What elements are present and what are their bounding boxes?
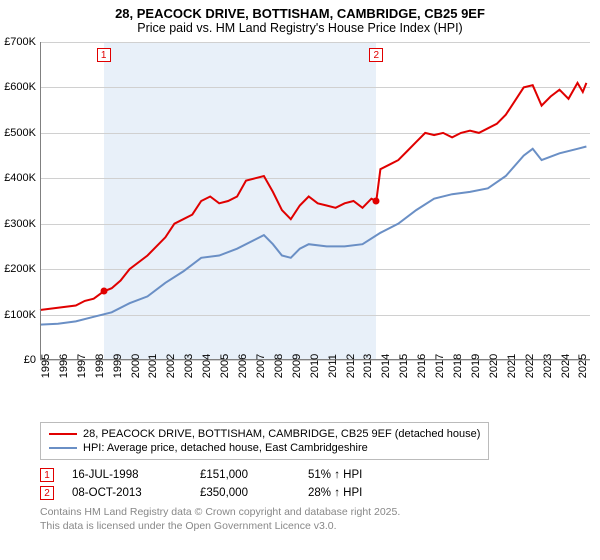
event-marker-box: 2: [369, 48, 383, 62]
x-tick-label: 1999: [112, 354, 124, 378]
x-axis: 1995199619971998199920002001200220032004…: [40, 362, 590, 422]
legend-box: 28, PEACOCK DRIVE, BOTTISHAM, CAMBRIDGE,…: [40, 422, 489, 460]
x-tick-label: 2002: [165, 354, 177, 378]
x-tick-label: 2013: [362, 354, 374, 378]
chart-container: 28, PEACOCK DRIVE, BOTTISHAM, CAMBRIDGE,…: [0, 0, 600, 560]
event-row: 1 16-JUL-1998 £151,000 51% ↑ HPI: [40, 466, 590, 484]
x-tick-label: 2010: [309, 354, 321, 378]
event-hpi: 28% ↑ HPI: [308, 487, 398, 499]
footer-line2: This data is licensed under the Open Gov…: [40, 520, 590, 534]
y-tick-label: £0: [24, 354, 36, 366]
footer-note: Contains HM Land Registry data © Crown c…: [40, 506, 590, 533]
chart-title: 28, PEACOCK DRIVE, BOTTISHAM, CAMBRIDGE,…: [0, 0, 600, 37]
x-tick-label: 2021: [506, 354, 518, 378]
x-tick-label: 2003: [183, 354, 195, 378]
event-price: £151,000: [200, 469, 290, 481]
x-tick-label: 2022: [524, 354, 536, 378]
x-tick-label: 2023: [542, 354, 554, 378]
x-tick-label: 1995: [40, 354, 52, 378]
x-tick-label: 2000: [130, 354, 142, 378]
x-tick-label: 1997: [76, 354, 88, 378]
event-price: £350,000: [200, 487, 290, 499]
x-tick-label: 2011: [327, 354, 339, 378]
legend-item: HPI: Average price, detached house, East…: [49, 441, 480, 455]
x-tick-label: 2006: [237, 354, 249, 378]
x-tick-label: 2005: [219, 354, 231, 378]
event-dot: [100, 288, 107, 295]
x-tick-label: 2024: [560, 354, 572, 378]
x-tick-label: 2007: [255, 354, 267, 378]
event-row-marker: 2: [40, 486, 54, 500]
x-tick-label: 2004: [201, 354, 213, 378]
legend-swatch: [49, 447, 77, 449]
y-tick-label: £500K: [4, 127, 36, 139]
event-marker-box: 1: [97, 48, 111, 62]
x-tick-label: 1998: [94, 354, 106, 378]
x-tick-label: 2008: [273, 354, 285, 378]
title-line1: 28, PEACOCK DRIVE, BOTTISHAM, CAMBRIDGE,…: [0, 6, 600, 21]
y-tick-label: £100K: [4, 309, 36, 321]
event-row-marker: 1: [40, 468, 54, 482]
title-line2: Price paid vs. HM Land Registry's House …: [0, 21, 600, 35]
legend-label: 28, PEACOCK DRIVE, BOTTISHAM, CAMBRIDGE,…: [83, 428, 480, 440]
x-tick-label: 2001: [147, 354, 159, 378]
footer-line1: Contains HM Land Registry data © Crown c…: [40, 506, 590, 520]
x-tick-label: 2020: [488, 354, 500, 378]
x-tick-label: 2009: [291, 354, 303, 378]
legend-swatch: [49, 433, 77, 435]
x-tick-label: 2017: [434, 354, 446, 378]
y-tick-label: £200K: [4, 263, 36, 275]
y-tick-label: £400K: [4, 172, 36, 184]
x-tick-label: 2019: [470, 354, 482, 378]
event-dot: [373, 198, 380, 205]
x-tick-label: 2012: [345, 354, 357, 378]
event-row: 2 08-OCT-2013 £350,000 28% ↑ HPI: [40, 484, 590, 502]
event-date: 16-JUL-1998: [72, 469, 182, 481]
x-tick-label: 2016: [416, 354, 428, 378]
x-tick-label: 1996: [58, 354, 70, 378]
legend-item: 28, PEACOCK DRIVE, BOTTISHAM, CAMBRIDGE,…: [49, 427, 480, 441]
x-tick-label: 2015: [398, 354, 410, 378]
event-date: 08-OCT-2013: [72, 487, 182, 499]
x-tick-label: 2025: [577, 354, 589, 378]
plot-border: [40, 42, 590, 360]
event-hpi: 51% ↑ HPI: [308, 469, 398, 481]
y-tick-label: £300K: [4, 218, 36, 230]
event-table: 1 16-JUL-1998 £151,000 51% ↑ HPI 2 08-OCT-201…: [40, 466, 590, 502]
legend-area: 28, PEACOCK DRIVE, BOTTISHAM, CAMBRIDGE,…: [40, 422, 590, 533]
plot-area: 12: [40, 42, 590, 360]
legend-label: HPI: Average price, detached house, East…: [83, 442, 368, 454]
y-tick-label: £700K: [4, 36, 36, 48]
y-axis: £0£100K£200K£300K£400K£500K£600K£700K: [0, 42, 38, 360]
y-tick-label: £600K: [4, 81, 36, 93]
x-tick-label: 2014: [380, 354, 392, 378]
x-tick-label: 2018: [452, 354, 464, 378]
